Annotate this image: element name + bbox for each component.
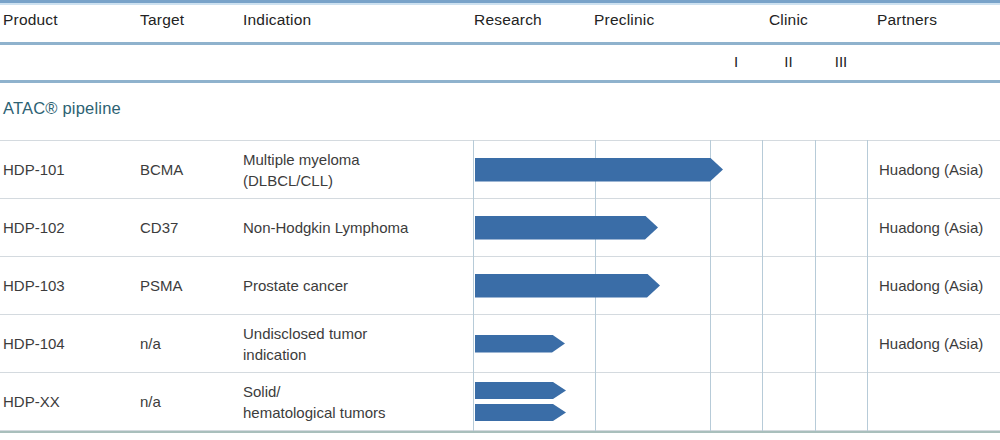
target-cell: n/a — [140, 373, 161, 430]
indication-cell: Undisclosed tumor indication — [243, 315, 367, 372]
table-row: HDP-XX n/a Solid/ hematological tumors — [0, 373, 1000, 430]
stage-arrow-group — [475, 257, 660, 314]
stage-progress-arrow — [475, 216, 658, 240]
stage-arrow-group — [475, 373, 566, 430]
indication-cell: Multiple myeloma (DLBCL/CLL) — [243, 141, 360, 198]
partner-cell: Huadong (Asia) — [879, 141, 983, 198]
stage-progress-arrow — [475, 335, 565, 353]
stage-progress-arrow — [475, 274, 660, 298]
table-row: HDP-103 PSMA Prostate cancer Huadong (As… — [0, 257, 1000, 314]
header-separator-line — [0, 42, 1000, 45]
product-cell: HDP-102 — [3, 199, 65, 256]
pipeline-table: Product Target Indication Research Precl… — [0, 0, 1000, 440]
partner-cell: Huadong (Asia) — [879, 199, 983, 256]
product-cell: HDP-XX — [3, 373, 60, 430]
column-header-product: Product — [3, 11, 58, 29]
target-cell: CD37 — [140, 199, 178, 256]
stage-progress-arrow — [475, 382, 566, 399]
indication-line: Multiple myeloma — [243, 149, 360, 170]
indication-line: Solid/ — [243, 381, 386, 402]
table-row: HDP-104 n/a Undisclosed tumor indication… — [0, 315, 1000, 372]
indication-cell: Prostate cancer — [243, 257, 348, 314]
indication-line: Undisclosed tumor — [243, 323, 367, 344]
column-header-indication: Indication — [243, 11, 311, 29]
section-title: ATAC® pipeline — [3, 99, 121, 118]
partner-cell: Huadong (Asia) — [879, 315, 983, 372]
column-header-partners: Partners — [877, 11, 937, 29]
indication-line: hematological tumors — [243, 402, 386, 423]
indication-line: Non-Hodgkin Lymphoma — [243, 217, 408, 238]
indication-line: indication — [243, 344, 367, 365]
column-header-preclinic: Preclinic — [594, 11, 654, 29]
product-cell: HDP-101 — [3, 141, 65, 198]
table-row: HDP-101 BCMA Multiple myeloma (DLBCL/CLL… — [0, 141, 1000, 198]
indication-cell: Non-Hodgkin Lymphoma — [243, 199, 408, 256]
stage-arrow-group — [475, 141, 723, 198]
column-header-target: Target — [140, 11, 184, 29]
target-cell: PSMA — [140, 257, 183, 314]
indication-line: (DLBCL/CLL) — [243, 170, 360, 191]
indication-cell: Solid/ hematological tumors — [243, 373, 386, 430]
subheader-separator-line — [0, 80, 1000, 83]
partner-cell: Huadong (Asia) — [879, 257, 983, 314]
product-cell: HDP-104 — [3, 315, 65, 372]
stage-arrow-group — [475, 315, 565, 372]
stage-arrow-group — [475, 199, 658, 256]
clinic-phase-3-label: III — [815, 53, 867, 70]
column-header-research: Research — [474, 11, 542, 29]
indication-line: Prostate cancer — [243, 275, 348, 296]
stage-progress-arrow — [475, 404, 566, 421]
target-cell: BCMA — [140, 141, 183, 198]
stage-progress-arrow — [475, 158, 723, 182]
target-cell: n/a — [140, 315, 161, 372]
bottom-accent-bar — [0, 431, 1000, 433]
column-header-clinic: Clinic — [710, 11, 867, 29]
top-accent-bar-light — [0, 3, 1000, 5]
clinic-phase-2-label: II — [762, 53, 815, 70]
clinic-phase-1-label: I — [710, 53, 762, 70]
product-cell: HDP-103 — [3, 257, 65, 314]
table-row: HDP-102 CD37 Non-Hodgkin Lymphoma Huadon… — [0, 199, 1000, 256]
